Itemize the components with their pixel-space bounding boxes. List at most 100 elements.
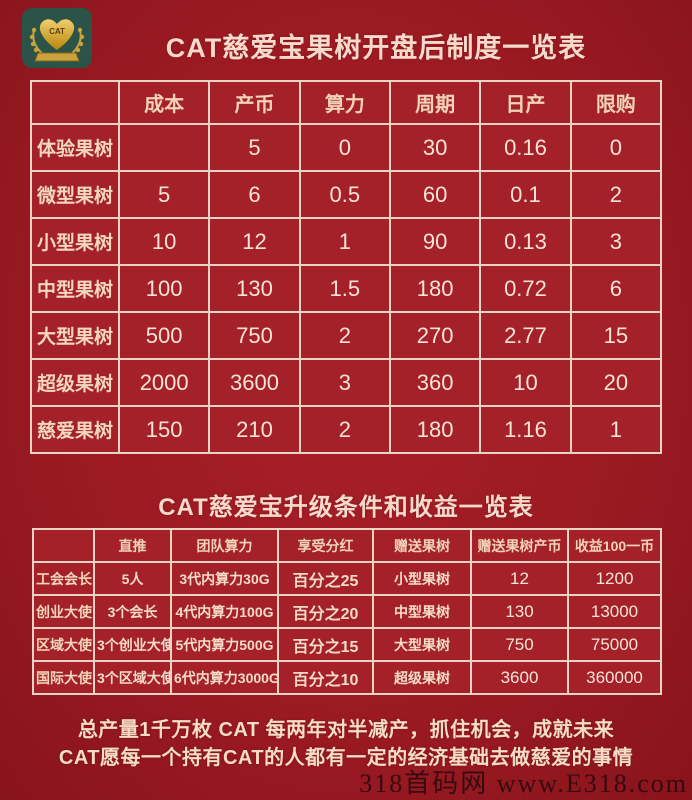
cell: 0.5 <box>298 170 391 219</box>
cell: 10 <box>117 217 211 266</box>
cell: 10 <box>479 358 572 407</box>
cell: 75000 <box>567 627 662 662</box>
cell: 3600 <box>470 660 569 695</box>
cell: 130 <box>470 594 569 629</box>
cell: 5 <box>208 123 301 172</box>
table-row: 体验果树 5 0 30 0.16 0 <box>30 123 663 172</box>
cell: 百分之20 <box>277 594 374 629</box>
cell: 中型果树 <box>372 594 472 629</box>
row-label: 区域大使 <box>32 627 95 662</box>
footer-line-2: CAT愿每一个持有CAT的人都有一定的经济基础去做慈爱的事情 <box>58 747 634 769</box>
row-label: 超级果树 <box>30 358 120 407</box>
cell: 百分之25 <box>277 561 374 596</box>
cell: 5 <box>117 170 211 219</box>
cell: 6 <box>208 170 301 219</box>
cell: 3 <box>569 217 663 266</box>
fruit-tree-table: 成本 产币 算力 周期 日产 限购 体验果树 5 0 30 0.16 0 微型果… <box>30 80 663 454</box>
table1-header-cell: 算力 <box>298 80 391 125</box>
cell: 2 <box>298 405 391 454</box>
cell: 20 <box>569 358 663 407</box>
cat-logo: CAT <box>22 8 92 68</box>
cell: 5人 <box>93 561 172 596</box>
table2-header-cell: 赠送果树 <box>372 528 472 563</box>
cell: 大型果树 <box>372 627 472 662</box>
upgrade-table: 直推 团队算力 享受分红 赠送果树 赠送果树产币 收益100一币 工会会长 5人… <box>32 528 662 695</box>
row-label: 创业大使 <box>32 594 95 629</box>
cell: 750 <box>470 627 569 662</box>
cell: 0 <box>569 123 663 172</box>
cell: 小型果树 <box>372 561 472 596</box>
cell: 360000 <box>567 660 662 695</box>
table2-header-row: 直推 团队算力 享受分红 赠送果树 赠送果树产币 收益100一币 <box>32 528 662 563</box>
cell: 1 <box>298 217 391 266</box>
row-label: 大型果树 <box>30 311 120 360</box>
cell: 百分之10 <box>277 660 374 695</box>
logo-text: CAT <box>49 27 65 36</box>
cell: 13000 <box>567 594 662 629</box>
table-row: 中型果树 100 130 1.5 180 0.72 6 <box>30 264 663 313</box>
cell: 5代内算力500G <box>170 627 279 662</box>
row-label: 工会会长 <box>32 561 95 596</box>
cell: 超级果树 <box>372 660 472 695</box>
table-row: 小型果树 10 12 1 90 0.13 3 <box>30 217 663 266</box>
table2-header-cell: 赠送果树产币 <box>470 528 569 563</box>
cell: 30 <box>388 123 482 172</box>
cell: 2.77 <box>479 311 572 360</box>
cell: 750 <box>208 311 301 360</box>
cell: 6代内算力3000G <box>170 660 279 695</box>
cell: 2000 <box>117 358 211 407</box>
table-row: 区域大使 3个创业大使 5代内算力500G 百分之15 大型果树 750 750… <box>32 627 662 662</box>
table2-header-cell <box>32 528 95 563</box>
cell: 1200 <box>567 561 662 596</box>
cell: 500 <box>117 311 211 360</box>
cell: 90 <box>388 217 482 266</box>
cell: 3个创业大使 <box>93 627 172 662</box>
cell: 210 <box>208 405 301 454</box>
cell: 360 <box>388 358 482 407</box>
table1-header-cell: 日产 <box>479 80 572 125</box>
section2-title: CAT慈爱宝升级条件和收益一览表 <box>158 494 534 521</box>
table-row: 超级果树 2000 3600 3 360 10 20 <box>30 358 663 407</box>
cell: 2 <box>298 311 391 360</box>
cell: 0.13 <box>479 217 572 266</box>
row-label: 微型果树 <box>30 170 120 219</box>
cell: 1.16 <box>479 405 572 454</box>
cell: 150 <box>117 405 211 454</box>
table2-header-cell: 直推 <box>93 528 172 563</box>
cell: 2 <box>569 170 663 219</box>
footer-slogan: 总产量1千万枚 CAT 每两年对半减产，抓住机会，成就未来 CAT愿每一个持有C… <box>0 716 692 772</box>
cell: 3 <box>298 358 391 407</box>
table-row: 大型果树 500 750 2 270 2.77 15 <box>30 311 663 360</box>
cell: 60 <box>388 170 482 219</box>
cell <box>117 123 211 172</box>
footer-line-1: 总产量1千万枚 CAT 每两年对半减产，抓住机会，成就未来 <box>77 719 615 741</box>
cell: 12 <box>208 217 301 266</box>
cell: 百分之15 <box>277 627 374 662</box>
cell: 1.5 <box>298 264 391 313</box>
cell: 0.16 <box>479 123 572 172</box>
cell: 15 <box>569 311 663 360</box>
row-label: 国际大使 <box>32 660 95 695</box>
cell: 3个会长 <box>93 594 172 629</box>
table-row: 慈爱果树 150 210 2 180 1.16 1 <box>30 405 663 454</box>
row-label: 小型果树 <box>30 217 120 266</box>
main-title: CAT慈爱宝果树开盘后制度一览表 <box>165 33 587 63</box>
table-row: 国际大使 3个区域大使 6代内算力3000G 百分之10 超级果树 3600 3… <box>32 660 662 695</box>
table-row: 创业大使 3个会长 4代内算力100G 百分之20 中型果树 130 13000 <box>32 594 662 629</box>
cat-logo-icon: CAT <box>22 8 92 68</box>
table2-header-cell: 团队算力 <box>170 528 279 563</box>
cell: 0.1 <box>479 170 572 219</box>
table2-header-cell: 享受分红 <box>277 528 374 563</box>
cell: 3600 <box>208 358 301 407</box>
cell: 3代内算力30G <box>170 561 279 596</box>
table1-header-cell <box>30 80 120 125</box>
cell: 4代内算力100G <box>170 594 279 629</box>
row-label: 慈爱果树 <box>30 405 120 454</box>
cell: 180 <box>388 405 482 454</box>
cell: 270 <box>388 311 482 360</box>
table-row: 微型果树 5 6 0.5 60 0.1 2 <box>30 170 663 219</box>
cell: 12 <box>470 561 569 596</box>
cell: 1 <box>569 405 663 454</box>
cell: 0.72 <box>479 264 572 313</box>
